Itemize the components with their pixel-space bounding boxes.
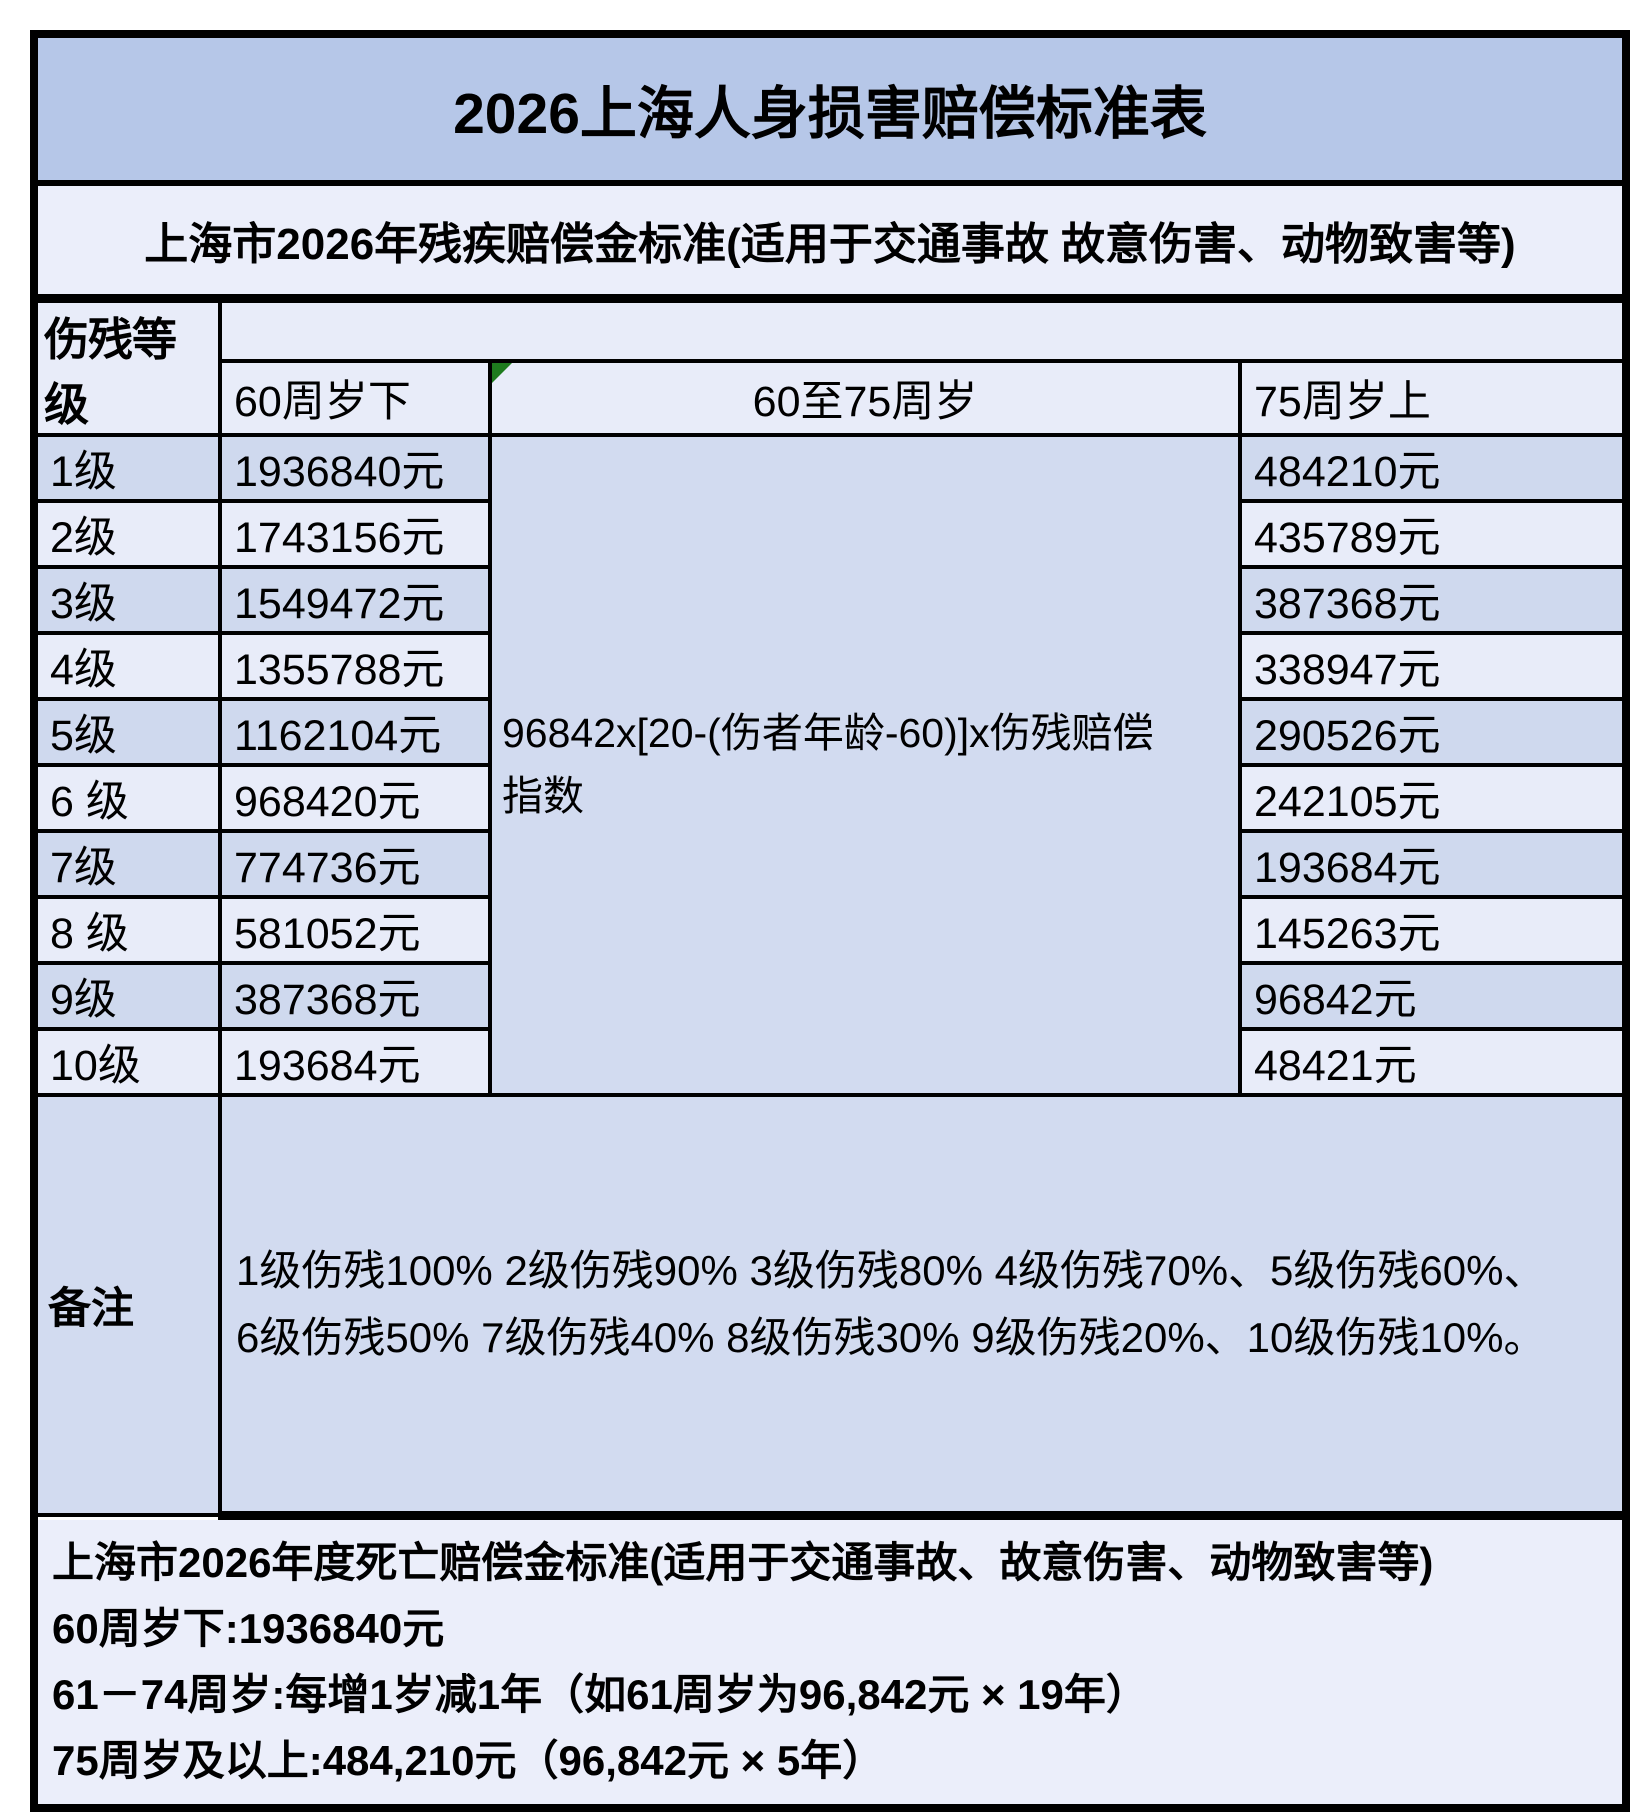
table-row: 5级 1162104元 290526元	[32, 697, 1628, 767]
disability-section-subtitle: 上海市2026年残疾赔偿金标准(适用于交通事故 故意伤害、动物致害等)	[32, 181, 1628, 303]
under60-value: 193684元	[218, 1027, 492, 1097]
death-section-title: 上海市2026年度死亡赔偿金标准(适用于交通事故、故意伤害、动物致害等)	[52, 1538, 1434, 1586]
grade-cell: 3级	[32, 565, 222, 635]
grade-cell: 7级	[32, 829, 222, 899]
comment-marker-icon	[494, 364, 512, 383]
table-row: 7级 774736元 193684元	[32, 829, 1628, 899]
grade-cell: 5级	[32, 697, 222, 767]
footer-row: 上海市2026年度死亡赔偿金标准(适用于交通事故、故意伤害、动物致害等) 60周…	[32, 1513, 1628, 1810]
grade-cell: 10级	[32, 1027, 222, 1097]
table-row: 10级 193684元 48421元	[32, 1027, 1628, 1097]
grade-cell: 9级	[32, 961, 222, 1031]
over75-value: 484210元	[1238, 433, 1628, 503]
under60-value: 774736元	[218, 829, 492, 899]
table-row: 4级 1355788元 338947元	[32, 631, 1628, 701]
title-row: 2026上海人身损害赔偿标准表	[32, 32, 1628, 186]
column-header-over75: 75周岁上	[1238, 358, 1628, 438]
remark-text: 1级伤残100% 2级伤残90% 3级伤残80% 4级伤残70%、5级伤残60%…	[236, 1246, 1546, 1361]
table-row: 9级 387368元 96842元	[32, 961, 1628, 1031]
page-title: 2026上海人身损害赔偿标准表	[32, 32, 1628, 186]
compensation-sheet: 2026上海人身损害赔偿标准表 上海市2026年残疾赔偿金标准(适用于交通事故 …	[30, 30, 1630, 1812]
column-header-60to75-label: 60至75周岁	[752, 377, 978, 426]
remark-cell: 1级伤残100% 2级伤残90% 3级伤残80% 4级伤残70%、5级伤残60%…	[218, 1093, 1628, 1520]
under60-value: 1549472元	[218, 565, 492, 635]
column-header-row: 60周岁下 60至75周岁 75周岁上	[34, 358, 1628, 438]
remark-label: 备注	[32, 1093, 222, 1517]
grade-cell: 4级	[32, 631, 222, 701]
under60-value: 1936840元	[218, 433, 492, 503]
over75-value: 48421元	[1238, 1027, 1628, 1097]
column-header-under60: 60周岁下	[218, 358, 492, 438]
over75-value: 145263元	[1238, 895, 1628, 965]
column-header-60to75: 60至75周岁	[488, 358, 1242, 438]
subtitle-row: 上海市2026年残疾赔偿金标准(适用于交通事故 故意伤害、动物致害等)	[32, 181, 1628, 303]
over75-value: 387368元	[1238, 565, 1628, 635]
table-row: 6 级 968420元 242105元	[32, 763, 1628, 833]
death-over75-line: 75周岁及以上:484,210元（96,842元 × 5年）	[52, 1736, 885, 1784]
grade-cell: 8 级	[32, 895, 222, 965]
grade-cell: 1级	[32, 433, 222, 503]
remark-row: 备注 1级伤残100% 2级伤残90% 3级伤残80% 4级伤残70%、5级伤残…	[32, 1093, 1628, 1520]
under60-value: 387368元	[218, 961, 492, 1031]
under60-value: 581052元	[218, 895, 492, 965]
death-61to74-line: 61－74周岁:每增1岁减1年（如61周岁为96,842元 × 19年）	[52, 1670, 1148, 1718]
over75-value: 96842元	[1238, 961, 1628, 1031]
table-row: 8 级 581052元 145263元	[32, 895, 1628, 965]
table-row: 2级 1743156元 435789元	[32, 499, 1628, 569]
column-header-grade: 伤残等级	[32, 296, 222, 437]
under60-value: 968420元	[218, 763, 492, 833]
under60-value: 1355788元	[218, 631, 492, 701]
table-row: 1级 1936840元 96842x[20-(伤者年龄-60)]x伤残赔偿指数 …	[32, 433, 1628, 1097]
death-compensation-section: 上海市2026年度死亡赔偿金标准(适用于交通事故、故意伤害、动物致害等) 60周…	[32, 1513, 1628, 1810]
under60-value: 1162104元	[218, 697, 492, 767]
over75-value: 338947元	[1238, 631, 1628, 701]
header-strip-row: 伤残等级	[32, 296, 1628, 437]
over75-value: 242105元	[1238, 763, 1628, 833]
over75-value: 290526元	[1238, 697, 1628, 767]
grade-cell: 2级	[32, 499, 222, 569]
empty-header-strip	[218, 296, 1628, 363]
formula-cell: 96842x[20-(伤者年龄-60)]x伤残赔偿指数	[488, 433, 1242, 1097]
compensation-table: 2026上海人身损害赔偿标准表 上海市2026年残疾赔偿金标准(适用于交通事故 …	[30, 30, 1630, 1812]
under60-value: 1743156元	[218, 499, 492, 569]
grade-cell: 6 级	[32, 763, 222, 833]
death-under60-line: 60周岁下:1936840元	[52, 1604, 445, 1652]
over75-value: 435789元	[1238, 499, 1628, 569]
over75-value: 193684元	[1238, 829, 1628, 899]
table-row: 3级 1549472元 387368元	[32, 565, 1628, 635]
